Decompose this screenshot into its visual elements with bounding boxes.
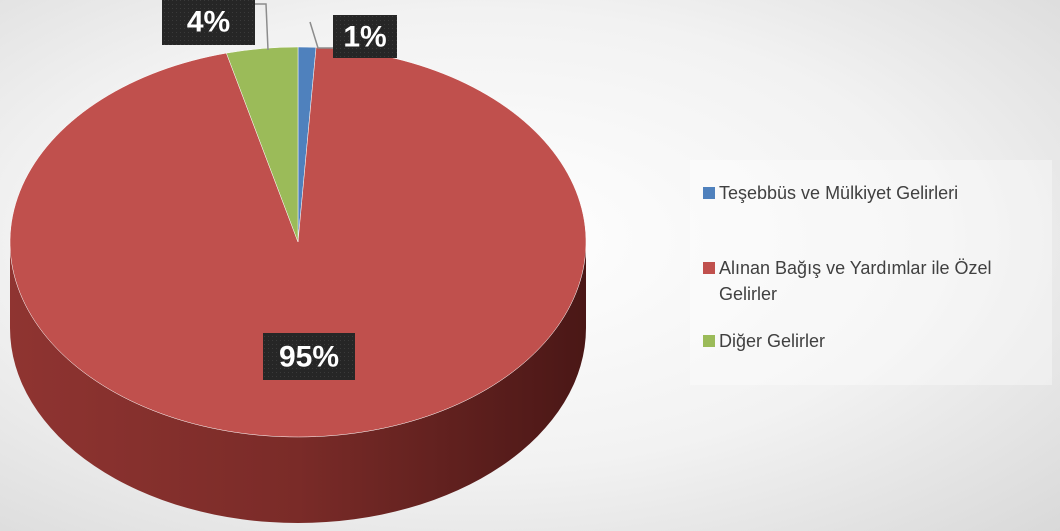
pie-side — [10, 242, 586, 523]
pie-slice — [9, 47, 587, 438]
leader-line — [309, 21, 333, 49]
legend-swatch — [703, 262, 715, 274]
leader-line — [255, 3, 269, 51]
legend-swatch — [703, 187, 715, 199]
legend-item: Teşebbüs ve Mülkiyet Gelirleri — [703, 180, 1053, 206]
data-label: 1% — [343, 20, 386, 53]
data-label-box — [162, 0, 255, 45]
legend-item: Diğer Gelirler — [703, 328, 1053, 354]
pie — [9, 46, 587, 523]
data-label: 4% — [187, 5, 230, 38]
pie-slice — [226, 46, 299, 243]
legend-item: Alınan Bağış ve Yardımlar ile Özel Gelir… — [703, 255, 1053, 307]
data-label-box — [333, 15, 397, 58]
data-label: 95% — [279, 340, 339, 373]
legend-label: Teşebbüs ve Mülkiyet Gelirleri — [719, 183, 959, 203]
legend: Teşebbüs ve Mülkiyet Gelirleri Alınan Bağ… — [690, 160, 1052, 385]
legend-swatch — [703, 335, 715, 347]
data-label-box — [263, 333, 355, 380]
legend-label: Diğer Gelirler — [719, 331, 826, 351]
legend-label: Alınan Bağış ve Yardımlar ile Özel Gelir… — [719, 258, 992, 304]
